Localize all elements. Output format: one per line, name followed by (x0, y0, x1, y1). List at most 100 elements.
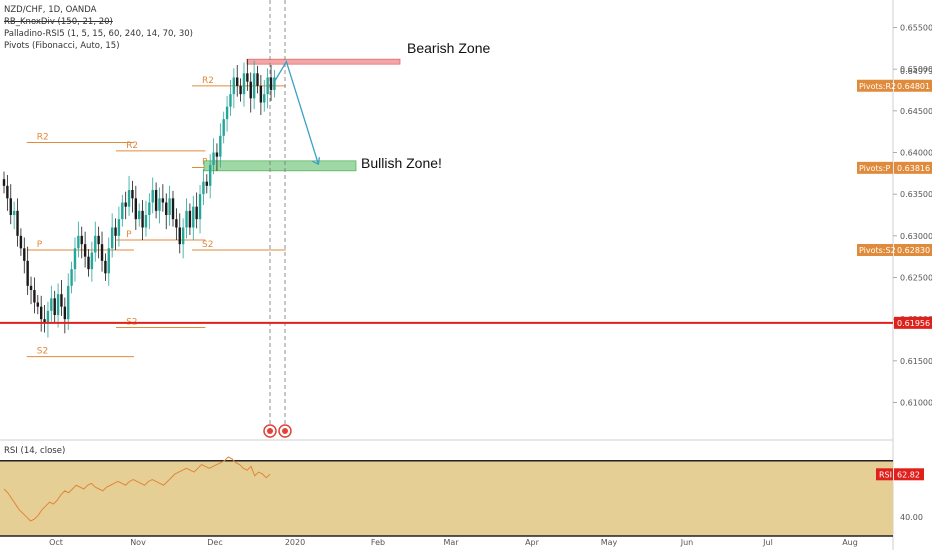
pivot-badge (857, 161, 893, 174)
candle-body (73, 248, 77, 270)
event-marker-dot (282, 428, 288, 434)
candle-body (121, 202, 124, 220)
pivot-label: R2 (202, 76, 214, 86)
main-pane-background (0, 0, 893, 440)
candle-body (56, 294, 60, 315)
candle-body (80, 235, 83, 245)
candle-body (50, 298, 53, 311)
time-tick-label: Mar (443, 538, 459, 547)
candle-body (97, 235, 100, 245)
candle-body (263, 94, 266, 103)
indicator-pivots[interactable]: Pivots (Fibonacci, Auto, 15) (4, 41, 120, 51)
pivot-badge-label: Pivots:P (859, 164, 891, 173)
event-marker-dot (267, 428, 273, 434)
candle-body (239, 85, 242, 95)
candles (2, 59, 276, 338)
candle-body (219, 135, 222, 157)
candle-body (110, 227, 114, 249)
zones (203, 0, 401, 440)
pivot-badge-label: Pivots:S2 (859, 246, 896, 255)
candle-body (39, 306, 43, 320)
candle-body (205, 181, 208, 186)
candle-body (188, 210, 192, 228)
candle-body (154, 190, 158, 211)
rsi-line (3, 456, 271, 522)
horizontal-lines (0, 60, 893, 324)
price-tick-label: 0.64500 (900, 107, 932, 116)
candle-body (171, 198, 175, 220)
candle-body (192, 206, 195, 228)
candle-body (63, 306, 67, 320)
candle-body (70, 269, 73, 286)
time-tick-label: 2020 (285, 538, 305, 547)
price-tick-label: 0.63000 (900, 232, 932, 241)
candle-body (273, 77, 276, 90)
price-tick-label: 0.62500 (900, 274, 932, 283)
candle-body (19, 235, 23, 249)
candle-body (175, 219, 178, 228)
candle-body (77, 235, 80, 249)
candle-body (232, 77, 236, 95)
candle-body (256, 73, 259, 86)
candle-body (198, 194, 202, 220)
annotations: Bearish Zone Bullish Zone! (361, 40, 490, 171)
bullish-zone (203, 160, 357, 172)
candle-body (215, 152, 219, 157)
candle-body (212, 152, 215, 165)
candle-body (161, 198, 165, 203)
price-badge (894, 79, 932, 92)
rsi-name-label: RSI (879, 470, 892, 479)
price-tick-label: 0.64979 (900, 67, 932, 76)
price-badge-value: 0.61956 (897, 319, 930, 328)
rsi-tick-label: 40.00 (900, 513, 923, 522)
candle-body (144, 215, 148, 228)
price-badge (894, 316, 932, 329)
candle-body (36, 302, 39, 307)
pivot-label: P (126, 230, 132, 240)
price-tick-label: 0.65500 (900, 24, 932, 33)
time-tick-label: Aug (842, 538, 858, 547)
candle-body (60, 294, 63, 307)
candle-body (83, 244, 87, 257)
time-tick-label: Dec (207, 538, 222, 547)
candle-body (16, 210, 19, 236)
bullish-zone-label: Bullish Zone! (361, 155, 442, 171)
price-badge (894, 244, 932, 256)
candle-body (46, 310, 50, 324)
rsi-legend[interactable]: RSI (14, close) (4, 446, 66, 456)
price-badge-value: 0.64801 (897, 82, 930, 91)
candle-body (246, 73, 249, 82)
candle-body (107, 248, 110, 274)
candle-body (2, 179, 6, 186)
pivot-badge-label: Pivots:R2 (859, 82, 896, 91)
time-tick-label: May (601, 538, 618, 547)
price-badge (894, 161, 932, 174)
candle-body (222, 119, 225, 136)
symbol-title: NZD/CHF, 1D, OANDA (4, 5, 97, 15)
price-badge-value: 0.62830 (897, 246, 930, 255)
indicator-knoxdiv[interactable]: RB_KnoxDiv (150, 21, 20) (4, 17, 113, 27)
candle-body (26, 260, 29, 286)
price-tick-label: 0.61000 (900, 399, 932, 408)
candle-body (259, 85, 263, 103)
candle-body (90, 252, 94, 270)
candle-body (202, 181, 205, 195)
candle-body (266, 77, 269, 95)
candle-body (151, 190, 154, 203)
indicator-palladino-rsi[interactable]: Palladino-RSI5 (1, 5, 15, 60, 240, 14, 7… (4, 29, 193, 39)
time-tick-label: Nov (130, 538, 146, 547)
time-tick-label: Jul (762, 538, 773, 547)
candle-body (6, 185, 9, 199)
candle-body (252, 73, 256, 99)
candle-body (168, 198, 171, 215)
arrow-head (312, 157, 321, 166)
rsi-value-badge (894, 468, 924, 481)
candle-body (229, 94, 232, 107)
candle-body (165, 202, 168, 215)
candle-body (208, 165, 212, 186)
candle-body (269, 77, 273, 90)
time-tick-label: Apr (525, 538, 540, 547)
candle-body (181, 227, 185, 245)
candle-body (225, 106, 229, 120)
